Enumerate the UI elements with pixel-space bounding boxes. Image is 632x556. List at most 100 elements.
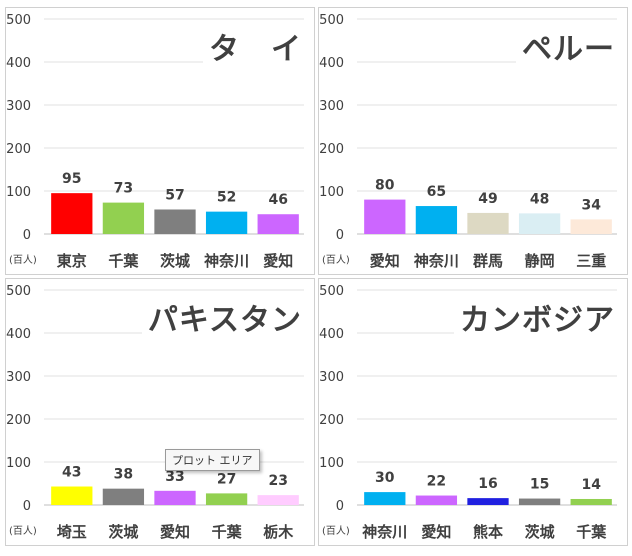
unit-label: (百人) [9,254,37,266]
x-tick-label: 愛知 [160,523,190,541]
data-label: 80 [375,178,395,194]
data-label: 14 [581,477,601,493]
x-tick-label: 熊本 [473,523,503,541]
bar [51,193,93,234]
chart-plot: 0 100 200 300 400 500 (百人) 95 東京 73 千葉 57 茨城 52 神奈川 46 愛… [6,13,304,270]
data-label: 46 [268,192,287,208]
data-label: 43 [62,465,81,481]
data-label: 15 [530,477,549,493]
data-label: 48 [530,191,549,207]
data-label: 34 [581,197,601,213]
x-tick-label: 愛知 [370,252,400,270]
y-tick-label: 200 [319,413,344,428]
data-label: 95 [62,171,81,187]
x-tick-label: 神奈川 [204,252,249,270]
x-tick-label: 三重 [576,252,606,270]
y-tick-label: 300 [319,370,344,385]
bar [257,214,299,234]
bar [467,212,509,234]
bar [51,486,93,505]
x-tick-label: 東京 [57,252,87,270]
chart-panel-thailand: 0 100 200 300 400 500 (百人) 95 東京 73 千葉 57 茨城 52 神奈川 46 愛… [5,7,315,275]
chart-plot: 0 100 200 300 400 500 (百人) 80 愛知 65 神奈川 49 群馬 48 静岡 34 三… [319,13,617,270]
bar [518,498,561,505]
y-tick-label: 300 [319,99,344,114]
chart-panel-cambodia: 0 100 200 300 400 500 (百人) 30 神奈川 22 愛知 16 熊本 15 茨城 14 千… [318,278,628,546]
bar [257,495,299,505]
data-label: 27 [217,471,236,487]
y-tick-label: 400 [319,56,344,71]
y-tick-label: 100 [319,456,344,471]
data-label: 16 [478,476,497,492]
data-label: 65 [427,184,446,200]
y-tick-label: 100 [6,185,31,200]
bar [364,492,406,505]
unit-label: (百人) [322,254,350,266]
plot-area-tooltip: プロット エリア [165,449,260,471]
x-tick-label: 千葉 [108,252,139,270]
x-tick-label: 静岡 [525,252,555,270]
bar [570,219,612,234]
chart-plot[interactable]: 0 100 200 300 400 500 (百人) 43 埼玉 38 茨城 33 愛知 27 千葉 23 栃木 [6,279,315,546]
bar [102,202,145,234]
y-tick-label: 400 [6,56,31,71]
y-tick-label: 500 [6,13,31,28]
bar [518,213,561,234]
bar [467,498,509,505]
bar [205,493,248,505]
chart-panel-peru: 0 100 200 300 400 500 (百人) 80 愛知 65 神奈川 49 群馬 48 静岡 34 三… [318,7,628,275]
y-tick-label: 300 [6,99,31,114]
x-tick-label: 栃木 [263,523,294,541]
data-label: 23 [268,473,287,489]
x-tick-label: 神奈川 [362,523,407,541]
bar [415,206,458,234]
x-tick-label: 茨城 [525,523,555,541]
bar [570,498,612,505]
y-tick-label: 0 [336,499,344,514]
y-tick-label: 500 [6,284,31,299]
data-label: 38 [114,467,133,483]
x-tick-label: 愛知 [263,252,293,270]
bar [205,211,248,234]
y-tick-label: 400 [6,327,31,342]
y-tick-label: 400 [319,327,344,342]
chart-title: カンボジア [454,293,621,341]
y-tick-label: 200 [319,142,344,157]
data-label: 52 [217,190,236,206]
y-tick-label: 0 [336,228,344,243]
data-label: 33 [165,469,184,485]
data-label: 22 [427,474,446,490]
chart-title: パキスタン [141,293,308,341]
y-tick-label: 0 [23,228,31,243]
y-tick-label: 100 [6,456,31,471]
bar [154,490,196,505]
y-tick-label: 0 [23,499,31,514]
x-tick-label: 埼玉 [57,523,87,541]
x-tick-label: 千葉 [576,523,607,541]
y-tick-label: 300 [6,370,31,385]
bar [415,495,458,505]
chart-title: ペルー [516,22,621,70]
y-tick-label: 200 [6,413,31,428]
chart-title: タ イ [203,22,308,70]
bar [102,488,145,505]
x-tick-label: 千葉 [212,523,243,541]
x-tick-label: 群馬 [473,252,503,270]
bar [154,209,196,234]
bar [364,199,406,234]
unit-label: (百人) [322,525,350,537]
x-tick-label: 愛知 [421,523,451,541]
x-tick-label: 茨城 [160,252,190,270]
data-label: 49 [478,191,497,207]
chart-panel-pakistan: 0 100 200 300 400 500 (百人) 43 埼玉 38 茨城 33 愛知 27 千葉 23 栃木… [5,278,315,546]
y-tick-label: 100 [319,185,344,200]
unit-label: (百人) [9,525,37,537]
y-tick-label: 500 [319,284,344,299]
data-label: 73 [114,181,133,197]
data-label: 30 [375,470,395,486]
y-tick-label: 500 [319,13,344,28]
x-tick-label: 茨城 [108,523,138,541]
x-tick-label: 神奈川 [414,252,459,270]
data-label: 57 [165,187,184,203]
y-tick-label: 200 [6,142,31,157]
